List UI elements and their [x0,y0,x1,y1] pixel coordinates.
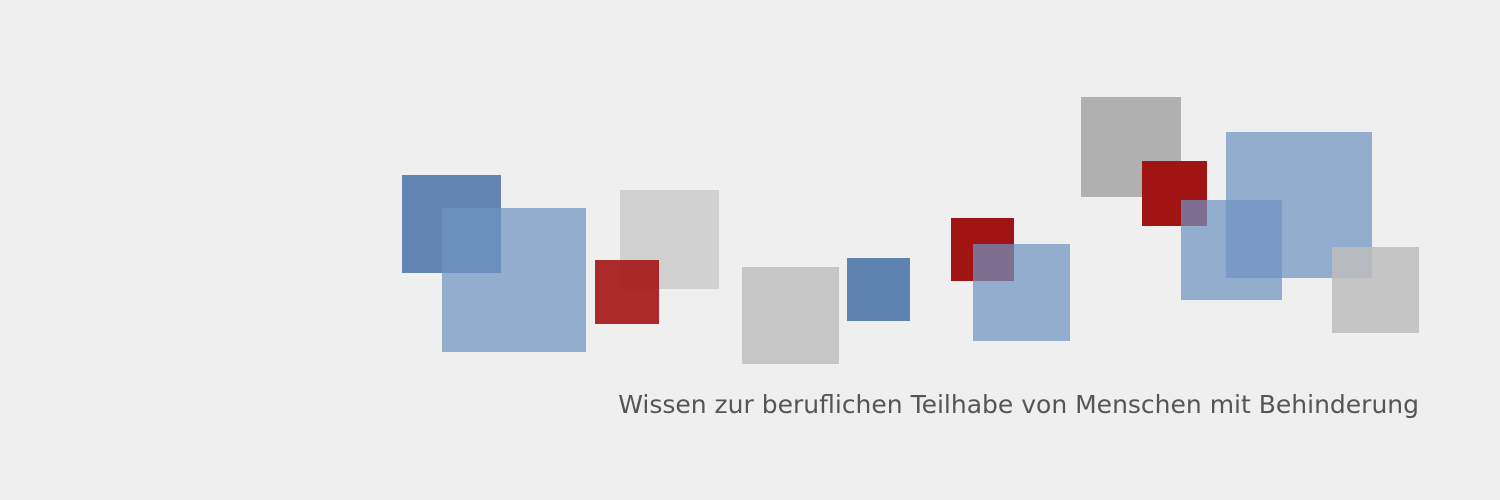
square [847,258,910,321]
square [742,267,839,364]
square [1332,247,1419,333]
square [973,244,1070,341]
square [1181,200,1282,300]
square [595,260,659,324]
decorative-squares [402,97,1419,364]
square [442,208,586,352]
tagline: Wissen zur beruflichen Teilhabe von Mens… [618,390,1419,419]
